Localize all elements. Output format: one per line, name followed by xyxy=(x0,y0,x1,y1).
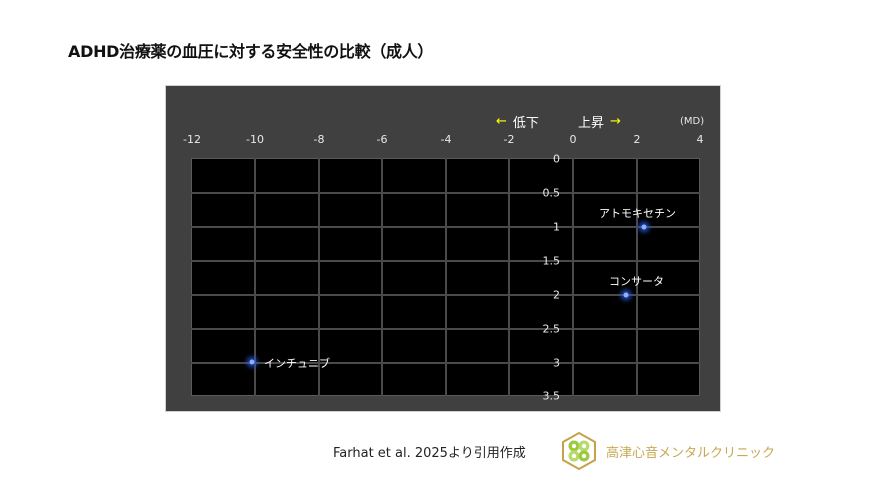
x-tick: 2 xyxy=(633,133,641,146)
data-point-intuniv[interactable] xyxy=(249,359,255,365)
y-tick: 0 xyxy=(553,152,560,166)
grid-line-y xyxy=(191,226,700,228)
x-tick: -8 xyxy=(313,133,325,146)
x-tick: -10 xyxy=(246,133,264,146)
grid-line-x xyxy=(636,158,638,396)
x-tick: 4 xyxy=(696,133,704,146)
page-title: ADHD治療薬の血圧に対する安全性の比較（成人） xyxy=(68,42,434,61)
y-tick: 2 xyxy=(553,288,560,302)
grid-line-y xyxy=(191,362,700,364)
y-tick: 0.5 xyxy=(542,186,561,200)
clinic-name: 高津心音メンタルクリニック xyxy=(606,446,776,461)
direction-decrease-label: 低下 xyxy=(512,116,539,131)
arrow-left-icon: ← xyxy=(496,114,507,129)
grid-line-y xyxy=(191,328,700,330)
x-tick: -12 xyxy=(183,133,201,146)
grid-line-x xyxy=(318,158,320,396)
data-point-concerta[interactable] xyxy=(623,292,629,298)
x-tick: 0 xyxy=(569,133,577,146)
grid-line-y xyxy=(191,260,700,262)
direction-increase: 上昇 → xyxy=(578,112,621,131)
data-label-atomoxetine: アトモキセチン xyxy=(599,207,676,220)
direction-increase-label: 上昇 xyxy=(578,116,605,131)
y-tick: 3.5 xyxy=(542,389,561,403)
y-tick: 1 xyxy=(553,220,560,234)
data-label-intuniv: インチュニブ xyxy=(264,357,330,370)
x-tick: -4 xyxy=(440,133,452,146)
x-tick: -2 xyxy=(503,133,515,146)
x-tick: -6 xyxy=(376,133,388,146)
direction-decrease: ← 低下 xyxy=(496,112,539,131)
grid-line-x xyxy=(508,158,510,396)
grid-line-x xyxy=(381,158,383,396)
source-citation: Farhat et al. 2025より引用作成 xyxy=(333,446,526,461)
y-tick: 3 xyxy=(553,356,560,370)
arrow-right-icon: → xyxy=(610,114,621,129)
grid-line-y xyxy=(191,294,700,296)
grid-line-x xyxy=(445,158,447,396)
data-point-atomoxetine[interactable] xyxy=(641,224,647,230)
data-label-concerta: コンサータ xyxy=(609,275,664,288)
y-tick: 2.5 xyxy=(542,322,561,336)
y-tick: 1.5 xyxy=(542,254,561,268)
unit-label: (MD) xyxy=(680,116,705,127)
grid-line-x xyxy=(572,158,574,396)
clover-hexagon-logo-icon xyxy=(562,432,596,470)
grid-line-y xyxy=(191,192,700,194)
grid-line-x xyxy=(254,158,256,396)
